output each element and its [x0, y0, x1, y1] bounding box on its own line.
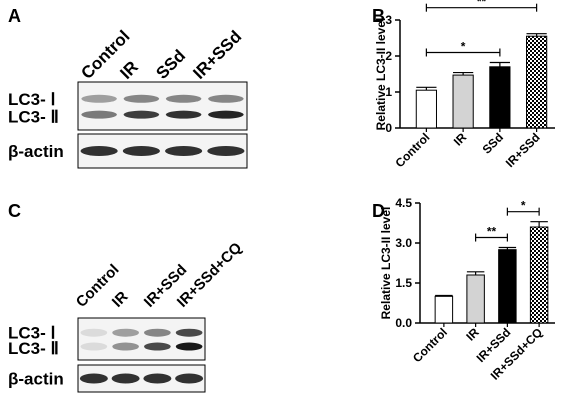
x-tick-label: IR [463, 325, 482, 344]
band [81, 110, 117, 119]
x-tick-label: SSd [480, 130, 506, 156]
blot-frame [77, 81, 248, 131]
band [80, 328, 108, 337]
x-tick-label: Control [410, 325, 450, 365]
band [175, 373, 204, 384]
band [175, 342, 203, 351]
bar [466, 274, 485, 324]
blot-frame [77, 317, 206, 361]
band-label: β-actin [8, 142, 64, 161]
bar [452, 74, 474, 129]
bar [434, 295, 454, 324]
x-tick-label: IR [451, 130, 470, 149]
band [143, 373, 172, 384]
bar [526, 35, 548, 129]
y-tick-label: 4.5 [395, 196, 412, 210]
bar [489, 66, 511, 129]
band [111, 373, 140, 384]
band-label: LC3- Ⅱ [8, 108, 59, 127]
y-tick-label: 2 [385, 49, 392, 63]
lane-label: IR+SSd [189, 27, 245, 83]
y-tick-label: 1.5 [395, 276, 412, 290]
band-label: β-actin [8, 370, 64, 389]
band [208, 94, 244, 103]
lane-label: IR [109, 288, 132, 311]
significance-label: * [461, 39, 466, 53]
band [144, 328, 171, 337]
y-tick-label: 0.0 [395, 316, 412, 330]
band [208, 110, 244, 119]
bar [529, 226, 549, 324]
y-tick-label: 3 [385, 13, 392, 27]
panel-label: C [8, 201, 21, 221]
band [165, 110, 202, 119]
band [165, 94, 202, 103]
bar [415, 89, 437, 129]
band [175, 328, 203, 337]
y-tick-label: 1 [385, 85, 392, 99]
band [207, 146, 245, 156]
band [122, 146, 160, 156]
significance-label: * [521, 199, 526, 213]
band [165, 146, 203, 156]
band [112, 342, 139, 351]
panel-label: D [372, 201, 385, 221]
band-label: LC3- Ⅰ [8, 90, 56, 109]
band [144, 342, 171, 351]
band [123, 110, 160, 119]
band [80, 342, 108, 351]
y-tick-label: 0 [385, 121, 392, 135]
x-tick-label: Control [392, 130, 432, 170]
band [112, 328, 139, 337]
panel-label: B [372, 6, 385, 26]
significance-label: ** [487, 225, 497, 239]
band-label: LC3- Ⅰ [8, 324, 56, 343]
panel-label: A [8, 6, 21, 26]
band [81, 94, 117, 103]
bar [498, 249, 517, 324]
y-tick-label: 3.0 [395, 236, 412, 250]
band [80, 146, 118, 156]
band [79, 373, 108, 384]
y-axis-label: Relative LC3-II level [374, 18, 388, 131]
x-tick-label: IR+SSd [503, 130, 543, 170]
lane-label: IR [116, 57, 141, 82]
band [123, 94, 160, 103]
lane-label: SSd [152, 46, 189, 83]
band-label: LC3- Ⅱ [8, 339, 59, 358]
y-axis-label: Relative LC3-II level [379, 207, 393, 320]
significance-label: ** [477, 0, 487, 9]
